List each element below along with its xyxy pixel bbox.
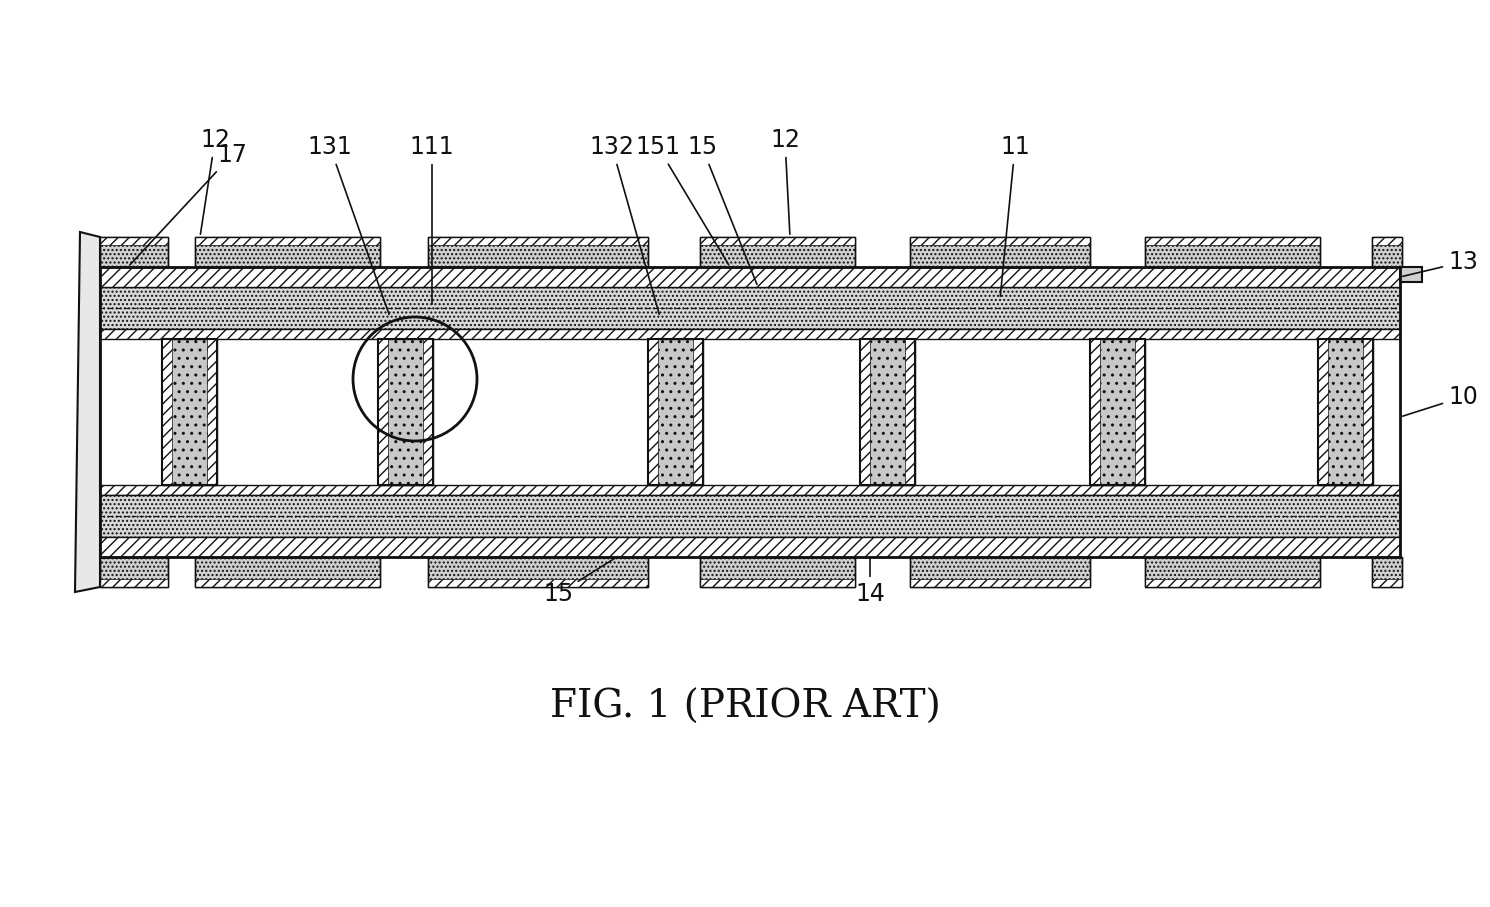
Bar: [195, 237, 380, 245]
Text: 12: 12: [200, 128, 229, 234]
Bar: [648, 339, 703, 485]
Bar: [378, 339, 387, 485]
Bar: [700, 237, 855, 245]
Bar: [1091, 339, 1144, 485]
Bar: [1372, 557, 1402, 587]
Bar: [100, 237, 168, 267]
Bar: [1144, 557, 1320, 587]
Bar: [1091, 339, 1144, 485]
Text: 13: 13: [1402, 250, 1478, 277]
Bar: [860, 339, 915, 485]
Text: 10: 10: [1402, 385, 1478, 416]
Bar: [700, 557, 855, 587]
Bar: [428, 237, 648, 267]
Bar: [195, 237, 380, 267]
Bar: [195, 557, 380, 587]
Bar: [1144, 579, 1320, 587]
Bar: [693, 339, 703, 485]
Bar: [700, 237, 855, 267]
Text: 11: 11: [1000, 135, 1030, 297]
Bar: [904, 339, 915, 485]
Bar: [100, 329, 1401, 339]
Text: 15: 15: [542, 557, 618, 606]
Text: FIG. 1 (PRIOR ART): FIG. 1 (PRIOR ART): [550, 688, 940, 726]
Bar: [1144, 237, 1320, 267]
Text: 14: 14: [855, 558, 885, 606]
Bar: [195, 557, 380, 587]
Bar: [100, 237, 168, 267]
Bar: [100, 287, 1401, 329]
Bar: [910, 237, 1091, 245]
Text: 15: 15: [687, 135, 757, 285]
Bar: [100, 237, 168, 245]
Bar: [428, 237, 648, 267]
Text: 132: 132: [590, 135, 659, 315]
Bar: [378, 339, 434, 485]
Bar: [100, 339, 1401, 485]
Bar: [1144, 237, 1320, 267]
Bar: [100, 557, 168, 587]
Bar: [1363, 339, 1372, 485]
Bar: [648, 339, 703, 485]
Bar: [1372, 237, 1402, 245]
Bar: [428, 557, 648, 587]
Bar: [910, 557, 1091, 587]
Bar: [700, 237, 855, 267]
Bar: [910, 237, 1091, 267]
Bar: [195, 237, 380, 267]
Bar: [1372, 237, 1402, 267]
Bar: [910, 579, 1091, 587]
Bar: [1401, 267, 1421, 282]
Text: 131: 131: [307, 135, 389, 315]
Bar: [910, 237, 1091, 267]
Text: 17: 17: [130, 143, 247, 265]
Bar: [162, 339, 171, 485]
Bar: [648, 339, 659, 485]
Bar: [1319, 339, 1372, 485]
Bar: [1091, 339, 1100, 485]
Text: 151: 151: [636, 135, 729, 265]
Bar: [100, 579, 168, 587]
Bar: [100, 267, 1401, 557]
Bar: [1144, 237, 1320, 245]
Bar: [700, 579, 855, 587]
Bar: [428, 557, 648, 587]
Bar: [1319, 339, 1328, 485]
Bar: [207, 339, 218, 485]
Bar: [100, 495, 1401, 537]
Bar: [1372, 237, 1402, 267]
Bar: [100, 267, 1401, 287]
Bar: [100, 557, 168, 587]
Bar: [700, 557, 855, 587]
Bar: [1144, 557, 1320, 587]
Bar: [1319, 339, 1372, 485]
Text: 111: 111: [410, 135, 454, 304]
Text: 12: 12: [770, 128, 800, 234]
Bar: [428, 579, 648, 587]
Bar: [100, 485, 1401, 495]
Bar: [428, 237, 648, 245]
Bar: [100, 267, 1401, 557]
Bar: [195, 579, 380, 587]
Polygon shape: [74, 232, 100, 592]
Bar: [423, 339, 434, 485]
Bar: [378, 339, 434, 485]
Bar: [860, 339, 915, 485]
Bar: [860, 339, 870, 485]
Bar: [162, 339, 218, 485]
Bar: [1372, 557, 1402, 587]
Bar: [1135, 339, 1144, 485]
Bar: [162, 339, 218, 485]
Bar: [910, 557, 1091, 587]
Bar: [100, 537, 1401, 557]
Bar: [1372, 579, 1402, 587]
